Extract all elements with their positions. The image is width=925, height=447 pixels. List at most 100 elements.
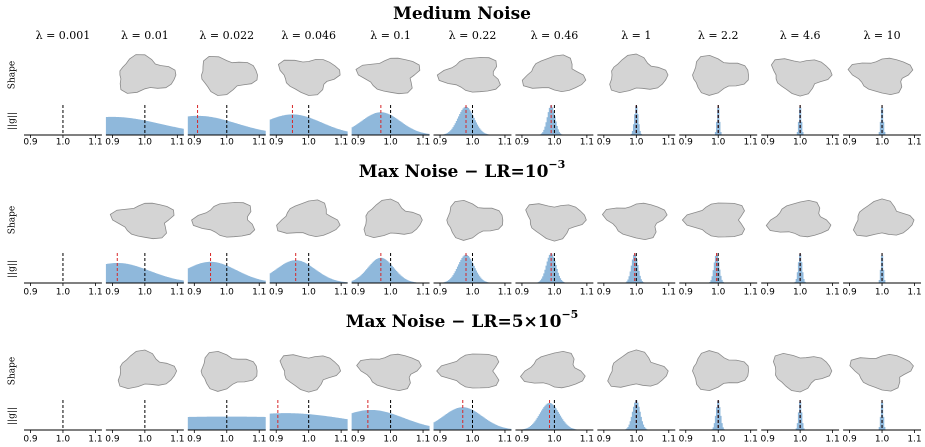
shape-render [521, 54, 587, 93]
tick-label: 1.0 [138, 435, 153, 445]
tick-label: 0.9 [842, 288, 857, 298]
histogram [187, 416, 266, 430]
tick-label: 1.1 [662, 138, 676, 148]
shape-render [201, 55, 258, 96]
tick-label: 0.9 [23, 138, 38, 148]
title-exponent: −3 [548, 158, 565, 171]
tick-label: 1.1 [334, 138, 348, 148]
shape-render [363, 198, 423, 239]
tick-label: 1.1 [88, 138, 102, 148]
shape-render [852, 198, 915, 237]
tick-label: 1.1 [580, 138, 594, 148]
tick-label: 1.1 [170, 435, 184, 445]
tick-label: 1.0 [875, 435, 890, 445]
tick-label: 1.1 [498, 138, 512, 148]
tick-label: 0.9 [269, 435, 284, 445]
shape-render [692, 54, 749, 96]
shape-render [436, 57, 501, 93]
tick-label: 1.0 [547, 138, 562, 148]
tick-label: 1.0 [711, 435, 726, 445]
tick-label: 1.0 [793, 288, 808, 298]
tick-label: 1.1 [907, 138, 921, 148]
section-title: Max Noise − LR=10−3 [359, 158, 566, 182]
tick-label: 1.1 [416, 435, 430, 445]
tick-label: 0.9 [515, 138, 530, 148]
tick-label: 0.9 [23, 288, 38, 298]
tick-label: 1.0 [629, 288, 644, 298]
tick-label: 0.9 [351, 435, 366, 445]
shape-render [277, 59, 341, 96]
tick-label: 0.9 [187, 138, 202, 148]
title-text: Medium Noise [393, 4, 531, 24]
tick-label: 1.0 [383, 138, 398, 148]
tick-label: 1.1 [334, 435, 348, 445]
tick-label: 0.9 [842, 435, 857, 445]
tick-label: 1.1 [580, 288, 594, 298]
histogram [269, 114, 348, 135]
tick-label: 1.1 [416, 138, 430, 148]
tick-label: 1.1 [825, 435, 839, 445]
tick-label: 1.0 [138, 288, 153, 298]
shape-render [356, 353, 422, 392]
lambda-label: λ = 4.6 [780, 29, 821, 42]
tick-label: 0.9 [105, 288, 120, 298]
tick-label: 1.0 [629, 138, 644, 148]
tick-label: 0.9 [433, 138, 448, 148]
shape-render [609, 53, 669, 94]
shape-render [692, 350, 749, 392]
tick-label: 1.1 [662, 288, 676, 298]
histogram [187, 261, 266, 283]
tick-label: 0.9 [433, 435, 448, 445]
section-title: Max Noise − LR=5×10−5 [346, 308, 579, 332]
lambda-label: λ = 0.022 [199, 29, 254, 42]
tick-label: 0.9 [105, 138, 120, 148]
tick-label: 1.0 [56, 288, 71, 298]
tick-label: 0.9 [597, 138, 612, 148]
tick-label: 1.1 [252, 288, 266, 298]
tick-label: 0.9 [761, 435, 776, 445]
tick-label: 1.1 [744, 138, 758, 148]
shape-render [847, 57, 914, 96]
tick-label: 1.1 [744, 288, 758, 298]
tick-label: 1.0 [383, 435, 398, 445]
tick-label: 0.9 [515, 435, 530, 445]
shape-render [355, 57, 421, 95]
tick-label: 1.0 [302, 435, 317, 445]
tick-label: 0.9 [433, 288, 448, 298]
row-label: Shape [8, 206, 18, 234]
tick-label: 1.1 [416, 288, 430, 298]
row-label: ||g|| [8, 260, 18, 278]
shape-render [276, 199, 341, 238]
tick-label: 1.0 [465, 138, 480, 148]
tick-label: 1.0 [547, 435, 562, 445]
shape-render [117, 349, 178, 390]
tick-label: 1.0 [875, 288, 890, 298]
tick-label: 1.1 [88, 288, 102, 298]
tick-label: 1.0 [220, 288, 235, 298]
shape-render [436, 353, 500, 389]
lambda-label: λ = 0.1 [370, 29, 411, 42]
shape-render [765, 199, 832, 238]
tick-label: 1.1 [498, 435, 512, 445]
tick-label: 0.9 [187, 435, 202, 445]
tick-label: 1.1 [907, 288, 921, 298]
tick-label: 0.9 [597, 435, 612, 445]
title-text: Max Noise − LR=5×10 [346, 312, 562, 332]
row-label: Shape [8, 357, 18, 385]
histogram [351, 112, 430, 135]
shape-render [525, 203, 587, 242]
tick-label: 0.9 [351, 138, 366, 148]
tick-label: 1.0 [138, 138, 153, 148]
tick-label: 1.0 [220, 138, 235, 148]
title-text: Max Noise − LR=10 [359, 162, 549, 182]
tick-label: 0.9 [351, 288, 366, 298]
tick-label: 0.9 [269, 288, 284, 298]
tick-label: 0.9 [105, 435, 120, 445]
tick-label: 1.1 [334, 288, 348, 298]
tick-label: 1.0 [793, 138, 808, 148]
shape-render [200, 350, 258, 392]
section-title: Medium Noise [393, 4, 531, 24]
tick-label: 0.9 [761, 138, 776, 148]
tick-label: 0.9 [597, 288, 612, 298]
shape-render [770, 58, 833, 97]
